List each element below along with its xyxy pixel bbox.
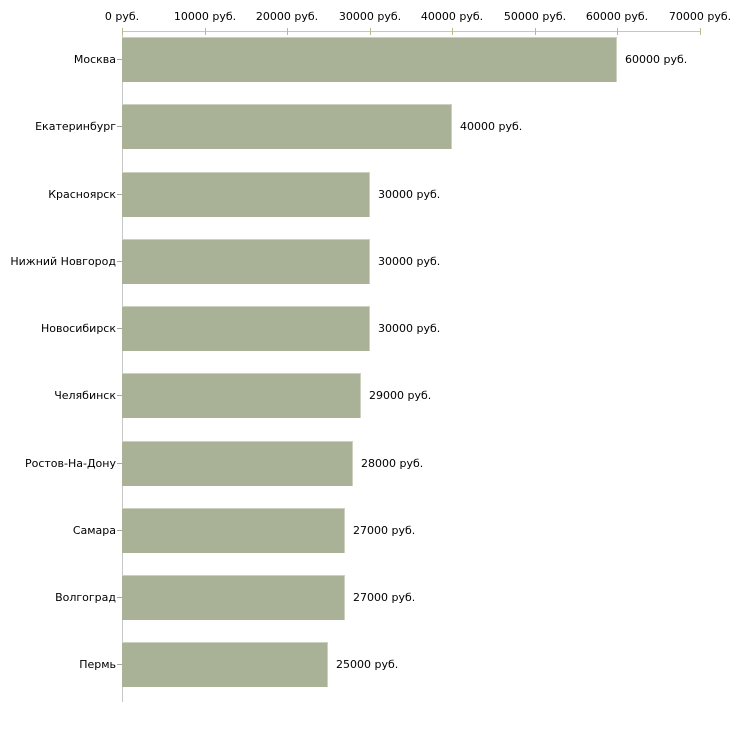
category-tick [117,328,122,329]
x-axis-tick [617,28,618,35]
bar [122,104,452,149]
category-label: Москва [73,53,116,66]
x-axis-tick-label: 50000 руб. [503,10,567,23]
bar [122,508,345,553]
category-label: Новосибирск [40,322,116,335]
category-label: Нижний Новгород [10,255,116,268]
x-axis-tick-label: 60000 руб. [585,10,649,23]
value-label: 30000 руб. [378,188,441,201]
category-label: Челябинск [54,389,116,402]
x-axis-tick-label: 0 руб. [104,10,140,23]
category-tick [117,395,122,396]
category-label: Самара [72,524,116,537]
x-axis-tick-label: 70000 руб. [668,10,730,23]
x-axis-tick [122,28,123,35]
category-label: Пермь [79,658,116,671]
category-tick [117,664,122,665]
x-axis-tick [370,28,371,35]
x-axis-tick [700,28,701,35]
x-axis-line [122,31,701,32]
category-tick [117,126,122,127]
x-axis-tick-label: 10000 руб. [173,10,237,23]
bar [122,373,361,418]
category-tick [117,194,122,195]
category-label: Волгоград [55,591,116,604]
value-label: 28000 руб. [361,457,424,470]
x-axis-tick [205,28,206,35]
category-label: Ростов-На-Дону [24,457,116,470]
value-label: 30000 руб. [378,255,441,268]
bar [122,441,353,486]
value-label: 25000 руб. [336,658,399,671]
x-axis-tick [535,28,536,35]
value-label: 27000 руб. [353,524,416,537]
y-axis-line [122,31,123,702]
category-tick [117,261,122,262]
category-tick [117,463,122,464]
bar [122,37,617,82]
value-label: 27000 руб. [353,591,416,604]
value-label: 40000 руб. [460,120,523,133]
value-label: 60000 руб. [625,53,688,66]
bar [122,239,370,284]
x-axis-tick [452,28,453,35]
category-label: Красноярск [48,188,116,201]
bar [122,306,370,351]
x-axis-tick-label: 20000 руб. [255,10,319,23]
category-label: Екатеринбург [35,120,116,133]
category-tick [117,597,122,598]
bar [122,642,328,687]
x-axis-tick [287,28,288,35]
category-tick [117,530,122,531]
category-tick [117,59,122,60]
x-axis-tick-label: 30000 руб. [338,10,402,23]
x-axis-tick-label: 40000 руб. [420,10,484,23]
bar [122,575,345,620]
value-label: 30000 руб. [378,322,441,335]
bar [122,172,370,217]
value-label: 29000 руб. [369,389,432,402]
